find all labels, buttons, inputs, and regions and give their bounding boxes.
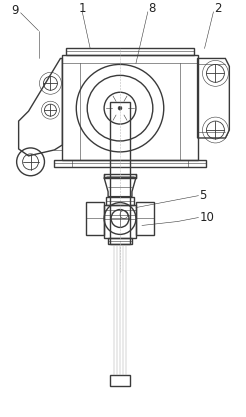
Text: 1: 1 [78,2,86,15]
Bar [106,197,134,205]
Text: 5: 5 [200,189,207,202]
Bar [110,374,130,387]
Bar [62,55,198,160]
Text: 2: 2 [214,2,221,15]
Text: 9: 9 [11,4,18,17]
Text: 8: 8 [148,2,155,15]
Bar [110,102,130,244]
Circle shape [118,106,122,110]
Bar [108,239,132,244]
Bar [54,160,205,167]
Text: 10: 10 [200,211,215,224]
Bar [104,174,136,178]
Bar [86,201,104,235]
Bar [66,48,194,55]
Bar [104,205,136,239]
Bar [136,201,154,235]
